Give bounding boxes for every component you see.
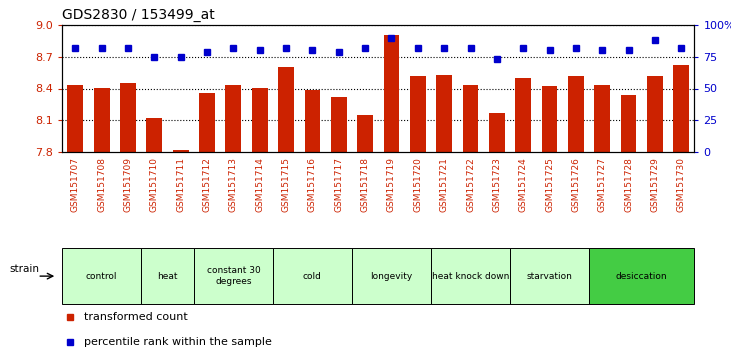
Text: GSM151723: GSM151723 [493,157,501,212]
Bar [141,248,194,304]
Text: GSM151724: GSM151724 [519,157,528,212]
Text: GSM151720: GSM151720 [413,157,423,212]
Text: control: control [86,272,118,281]
Text: GSM151716: GSM151716 [308,157,317,212]
Bar [384,35,399,152]
Bar [463,85,478,152]
Bar [279,67,294,152]
Bar [173,150,189,152]
Text: heat: heat [157,272,178,281]
Bar [94,88,110,152]
Bar [410,76,425,152]
Text: GSM151707: GSM151707 [71,157,80,212]
Text: GSM151713: GSM151713 [229,157,238,212]
Text: GSM151712: GSM151712 [202,157,211,212]
Text: GSM151709: GSM151709 [124,157,132,212]
Bar [273,248,352,304]
Bar [647,76,663,152]
Bar [489,113,504,152]
Text: GDS2830 / 153499_at: GDS2830 / 153499_at [62,8,215,22]
Bar [431,248,510,304]
Bar [62,248,141,304]
Text: starvation: starvation [526,272,572,281]
Bar [331,97,346,152]
Bar [673,65,689,152]
Bar [146,118,162,152]
Bar [542,86,558,152]
Text: GSM151710: GSM151710 [150,157,159,212]
Text: GSM151718: GSM151718 [360,157,370,212]
Text: percentile rank within the sample: percentile rank within the sample [84,337,272,347]
Bar [225,85,241,152]
Text: GSM151721: GSM151721 [439,157,449,212]
Bar [436,75,452,152]
Text: GSM151708: GSM151708 [97,157,106,212]
Text: GSM151729: GSM151729 [651,157,659,212]
Text: longevity: longevity [371,272,412,281]
Text: desiccation: desiccation [616,272,667,281]
Text: strain: strain [10,264,39,274]
Bar [510,248,589,304]
Text: GSM151717: GSM151717 [334,157,344,212]
Text: GSM151719: GSM151719 [387,157,396,212]
Bar [357,115,373,152]
Bar [352,248,431,304]
Text: GSM151722: GSM151722 [466,157,475,212]
Text: heat knock down: heat knock down [432,272,510,281]
Bar [305,90,320,152]
Text: GSM151727: GSM151727 [598,157,607,212]
Bar [568,76,584,152]
Text: cold: cold [303,272,322,281]
Text: GSM151714: GSM151714 [255,157,264,212]
Text: GSM151715: GSM151715 [281,157,291,212]
Bar [194,248,273,304]
Bar [589,248,694,304]
Bar [199,93,215,152]
Bar [515,78,531,152]
Bar [621,95,637,152]
Bar [120,83,136,152]
Text: constant 30
degrees: constant 30 degrees [207,267,260,286]
Text: transformed count: transformed count [84,312,188,322]
Bar [67,85,83,152]
Text: GSM151725: GSM151725 [545,157,554,212]
Text: GSM151730: GSM151730 [677,157,686,212]
Text: GSM151711: GSM151711 [176,157,185,212]
Bar [594,85,610,152]
Text: GSM151726: GSM151726 [572,157,580,212]
Bar [251,88,268,152]
Text: GSM151728: GSM151728 [624,157,633,212]
